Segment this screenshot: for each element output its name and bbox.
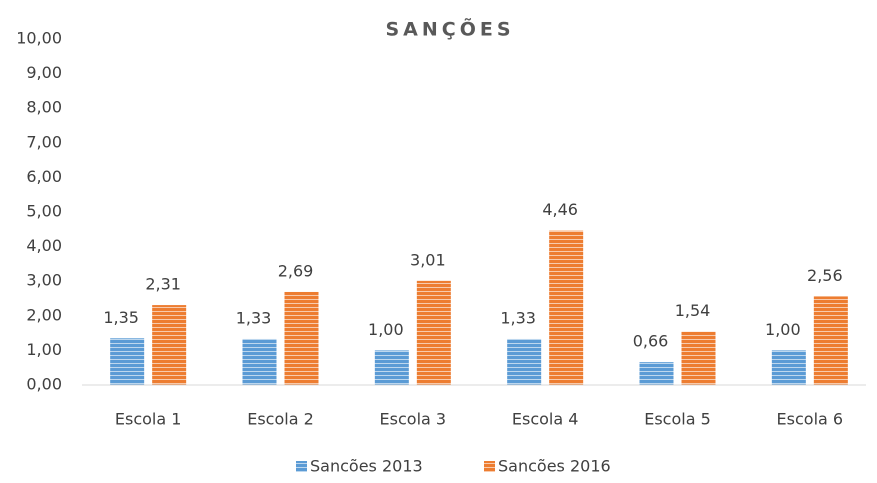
value-label: 2,56 [807,266,843,285]
y-tick-label: 10,00 [16,29,62,48]
y-tick-label: 4,00 [26,236,62,255]
x-tick-label: Escola 1 [115,410,182,429]
bar [639,362,674,385]
value-label: 1,00 [368,320,404,339]
y-tick-label: 6,00 [26,167,62,186]
legend-swatch [484,461,495,472]
y-tick-label: 2,00 [26,305,62,324]
bar [152,305,187,385]
value-label: 2,69 [278,261,314,280]
bar [681,331,716,385]
x-tick-label: Escola 3 [380,410,447,429]
value-label: 0,66 [633,332,669,351]
value-label: 1,00 [765,320,801,339]
legend-label: Sancões 2016 [498,457,611,476]
legend-swatch [296,461,307,472]
y-tick-label: 8,00 [26,98,62,117]
legend-label: Sancões 2013 [310,457,423,476]
x-tick-label: Escola 2 [247,410,314,429]
bar [771,350,806,385]
y-tick-label: 0,00 [26,375,62,394]
value-label: 2,31 [145,275,181,294]
x-tick-label: Escola 6 [777,410,844,429]
bar [242,338,277,385]
y-tick-label: 7,00 [26,132,62,151]
value-label: 1,54 [675,301,711,320]
value-label: 4,46 [542,200,578,219]
x-tick-label: Escola 4 [512,410,579,429]
bar [416,280,451,385]
value-label: 1,35 [103,308,139,327]
y-tick-label: 3,00 [26,271,62,290]
value-label: 3,01 [410,250,446,269]
y-tick-label: 9,00 [26,63,62,82]
chart-title: SANÇÕES [385,17,514,41]
bar [110,338,145,385]
y-tick-label: 5,00 [26,202,62,221]
bar [284,291,319,385]
bar [507,338,542,385]
value-label: 1,33 [500,308,536,327]
y-tick-label: 1,00 [26,340,62,359]
bar [549,230,584,385]
bar [374,350,409,385]
value-label: 1,33 [236,308,272,327]
x-tick-label: Escola 5 [644,410,711,429]
bar [813,296,848,385]
